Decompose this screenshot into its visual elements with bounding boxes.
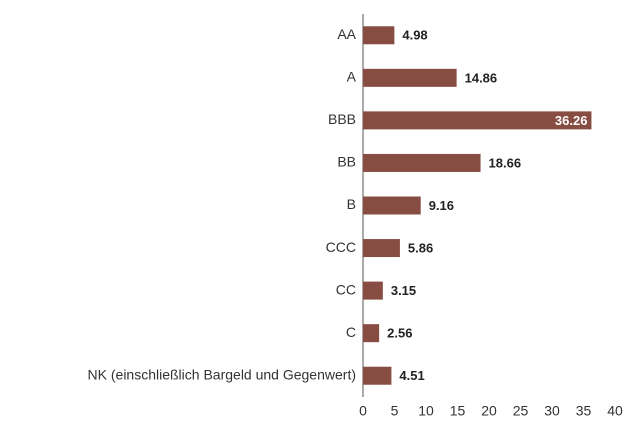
bar: [363, 68, 457, 87]
bar: [363, 153, 481, 172]
x-tick-label: 5: [391, 403, 399, 419]
y-tick-label: AA: [337, 26, 356, 42]
y-tick-label: CC: [336, 281, 356, 297]
x-tick-label: 30: [544, 403, 560, 419]
x-tick-label: 20: [481, 403, 497, 419]
bar: [363, 239, 400, 258]
x-tick-label: 40: [607, 403, 623, 419]
y-tick-label: BBB: [328, 111, 356, 127]
y-tick-label: NK (einschließlich Bargeld und Gegenwert…: [88, 366, 356, 382]
value-label: 14.86: [465, 70, 498, 85]
bar: [363, 281, 383, 300]
bar: [363, 26, 395, 45]
bar: [363, 324, 380, 343]
value-label: 5.86: [408, 240, 433, 255]
value-label: 9.16: [429, 198, 454, 213]
value-label: 4.98: [402, 28, 427, 43]
y-tick-label: B: [347, 196, 356, 212]
value-label: 36.26: [555, 113, 588, 128]
bar: [363, 366, 392, 385]
value-label: 2.56: [387, 326, 412, 341]
value-label: 3.15: [391, 283, 416, 298]
y-tick-label: A: [347, 69, 357, 85]
y-tick-label: CCC: [326, 239, 356, 255]
bar: [363, 111, 592, 130]
y-tick-label: BB: [337, 154, 356, 170]
x-tick-label: 0: [359, 403, 367, 419]
x-tick-label: 25: [513, 403, 529, 419]
value-label: 18.66: [489, 155, 522, 170]
x-tick-label: 10: [418, 403, 434, 419]
x-tick-label: 35: [576, 403, 592, 419]
y-tick-label: C: [346, 324, 356, 340]
value-label: 4.51: [399, 368, 424, 383]
bar: [363, 196, 421, 215]
x-tick-label: 15: [450, 403, 466, 419]
